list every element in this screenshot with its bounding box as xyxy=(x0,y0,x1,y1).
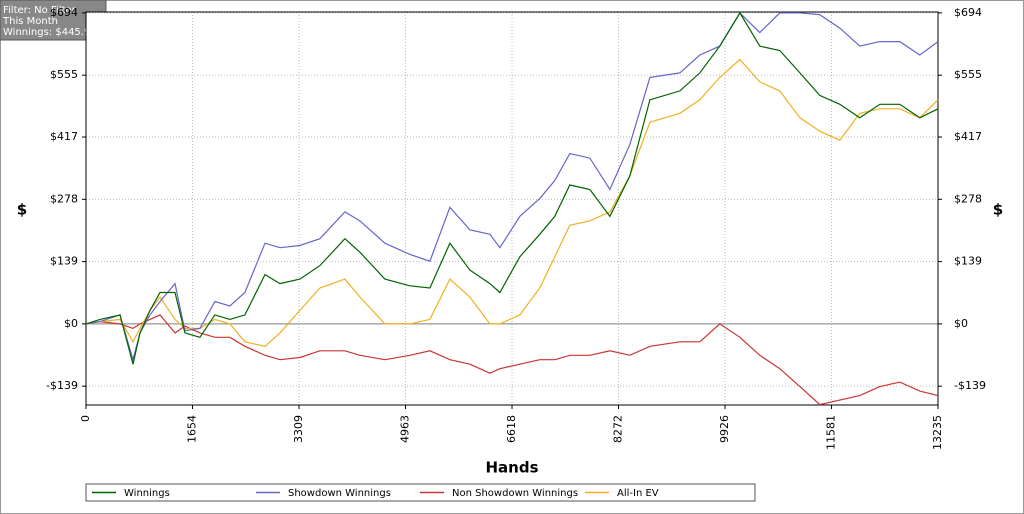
y2-axis-label: $ xyxy=(993,201,1003,219)
y2-tick-label: -$139 xyxy=(954,379,986,392)
x-tick-label: 3309 xyxy=(292,415,305,443)
plot-area xyxy=(86,12,938,405)
x-tick-label: 8272 xyxy=(612,415,625,443)
y-tick-label: $139 xyxy=(50,255,78,268)
y2-tick-label: $278 xyxy=(954,192,982,205)
x-tick-label: 13235 xyxy=(931,415,944,450)
series-line xyxy=(85,11,939,362)
x-tick-label: 1654 xyxy=(185,415,198,443)
y2-tick-label: $0 xyxy=(954,317,968,330)
x-tick-label: 9926 xyxy=(718,415,731,443)
x-axis-label: Hands xyxy=(485,459,538,477)
x-tick-label: 11581 xyxy=(825,415,838,450)
legend-label: Showdown Winnings xyxy=(288,488,391,499)
y2-tick-label: $139 xyxy=(954,255,982,268)
y-tick-label: $278 xyxy=(50,192,78,205)
y-tick-label: -$139 xyxy=(46,379,78,392)
y-tick-label: $694 xyxy=(50,6,78,19)
annotation: Winnings: $445.97 xyxy=(3,27,97,38)
y-tick-label: $417 xyxy=(50,130,78,143)
legend-label: Winnings xyxy=(124,488,170,499)
annotation: This Month xyxy=(2,16,58,27)
legend-label: Non Showdown Winnings xyxy=(452,488,578,499)
y-tick-label: $0 xyxy=(64,317,78,330)
plot-border xyxy=(85,11,939,406)
annotation: Filter: No Filter xyxy=(3,5,77,16)
y2-tick-label: $694 xyxy=(954,6,982,19)
y2-tick-label: $555 xyxy=(954,68,982,81)
y-axis-label: $ xyxy=(17,201,27,219)
legend-label: All-In EV xyxy=(617,488,659,499)
y-tick-label: $555 xyxy=(50,68,78,81)
x-tick-label: 0 xyxy=(79,415,92,422)
series-line xyxy=(85,11,939,365)
x-tick-label: 4963 xyxy=(398,415,411,443)
y2-tick-label: $417 xyxy=(954,130,982,143)
x-tick-label: 6618 xyxy=(505,415,518,443)
